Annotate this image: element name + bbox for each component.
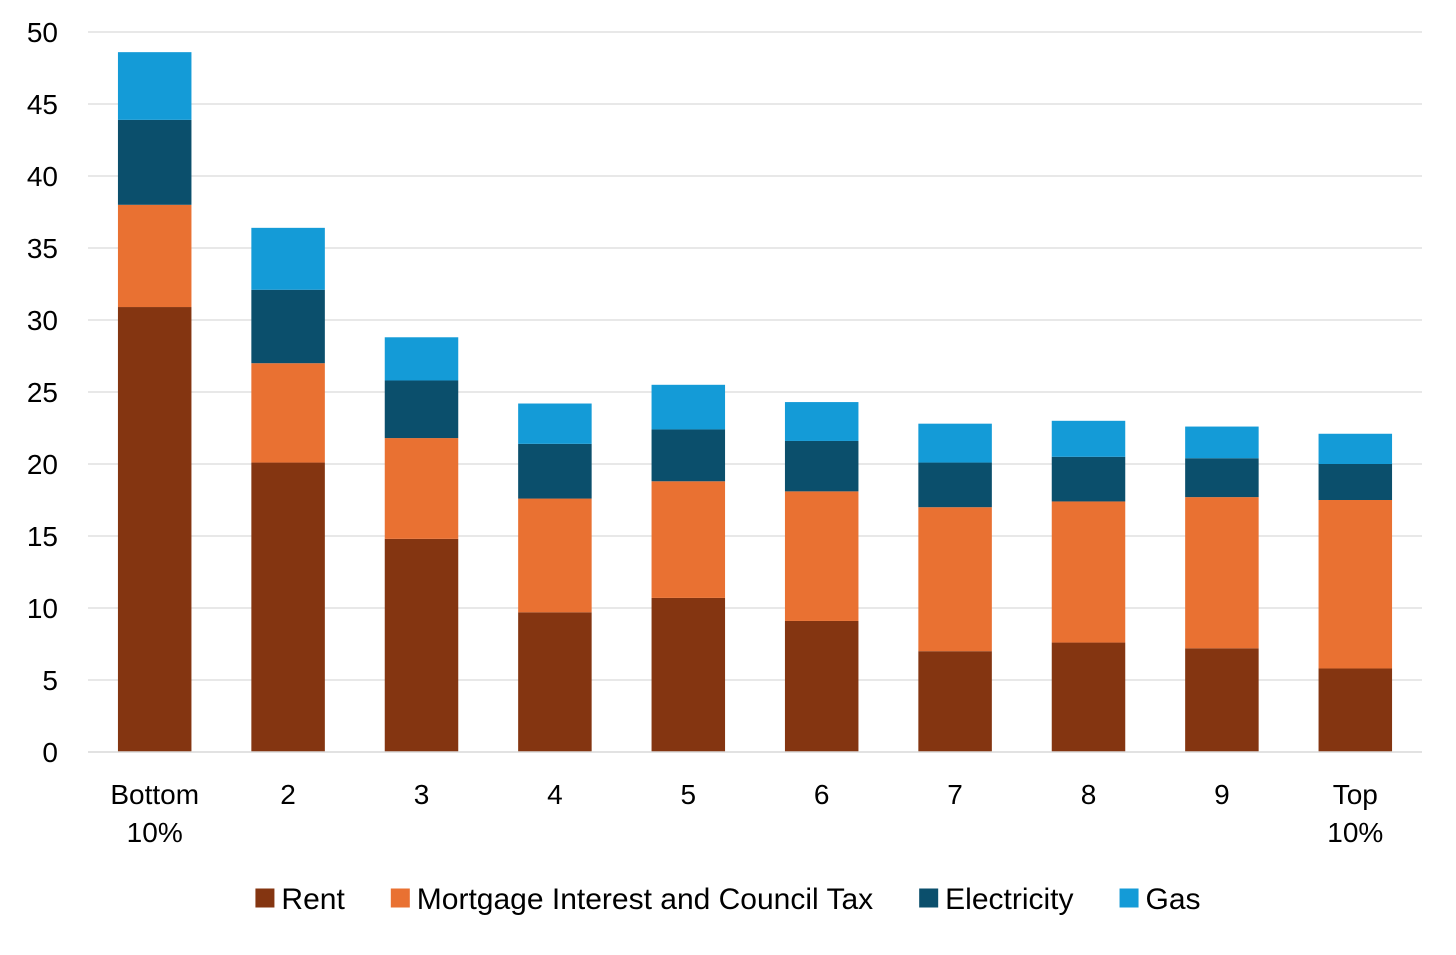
- bar-segment-electricity: [651, 429, 726, 482]
- bar-segment-mortgage-interest-and-council-tax: [251, 363, 325, 463]
- bar-segment-electricity: [251, 289, 325, 364]
- y-tick-label: 20: [27, 449, 58, 480]
- bar-segment-electricity: [518, 443, 592, 499]
- bar-segment-rent: [784, 620, 859, 752]
- x-tick-label: 9: [1214, 779, 1230, 810]
- bar-segment-rent: [918, 651, 992, 752]
- x-tick-label: Top 10%: [1327, 779, 1383, 848]
- bar-segment-rent: [1051, 642, 1126, 752]
- x-tick-label: 6: [814, 779, 830, 810]
- legend-swatch-mortgage-interest-and-council-tax: [390, 888, 410, 908]
- bar-segment-rent: [251, 462, 325, 752]
- bar-segment-rent: [117, 307, 192, 752]
- x-tick-label-line: 6: [814, 779, 830, 810]
- x-tick-label-line: 8: [1081, 779, 1097, 810]
- bar-segment-rent: [518, 612, 592, 752]
- y-tick-label: 15: [27, 521, 58, 552]
- x-tick-label-line: 9: [1214, 779, 1230, 810]
- legend: Rent Mortgage Interest and Council Tax Ele…: [255, 883, 1201, 916]
- bar-segment-gas: [1051, 420, 1126, 457]
- bar-segment-rent: [384, 538, 459, 752]
- y-tick-label: 45: [27, 89, 58, 120]
- x-tick-label: 4: [547, 779, 563, 810]
- bar-segment-electricity: [117, 119, 192, 205]
- x-tick-label-line: 3: [414, 779, 430, 810]
- bar-segment-mortgage-interest-and-council-tax: [1051, 501, 1126, 643]
- bar-segment-gas: [1318, 433, 1393, 464]
- x-tick-label: 8: [1081, 779, 1097, 810]
- x-tick-label: 3: [414, 779, 430, 810]
- bar-segment-gas: [651, 384, 726, 430]
- x-tick-label-line: Bottom: [110, 779, 199, 810]
- bar-segment-gas: [518, 403, 592, 444]
- bar-segment-rent: [651, 597, 726, 752]
- legend-label-mortgage-interest-and-council-tax: Mortgage Interest and Council Tax: [417, 883, 873, 916]
- legend-label-gas: Gas: [1146, 883, 1201, 916]
- bar-segment-electricity: [1051, 456, 1126, 502]
- bar-segment-mortgage-interest-and-council-tax: [651, 481, 726, 598]
- bar-segment-gas: [251, 227, 325, 290]
- y-tick-label: 10: [27, 593, 58, 624]
- x-tick-label: 5: [681, 779, 697, 810]
- bar-segment-mortgage-interest-and-council-tax: [117, 204, 192, 308]
- legend-label-rent: Rent: [281, 883, 345, 916]
- y-tick-label: 0: [42, 737, 58, 768]
- x-tick-label-line: 10%: [1327, 817, 1383, 848]
- bar-segment-mortgage-interest-and-council-tax: [384, 438, 459, 539]
- bars: [117, 52, 1393, 752]
- x-tick-label-line: 4: [547, 779, 563, 810]
- bar-segment-mortgage-interest-and-council-tax: [1318, 500, 1393, 669]
- bar-segment-mortgage-interest-and-council-tax: [784, 491, 859, 621]
- x-tick-label: 2: [280, 779, 296, 810]
- bar-segment-gas: [1185, 426, 1259, 459]
- y-tick-label: 50: [27, 17, 58, 48]
- bar-segment-mortgage-interest-and-council-tax: [518, 498, 592, 613]
- bar-segment-gas: [918, 423, 992, 463]
- bar-segment-gas: [784, 402, 859, 441]
- bar-segment-electricity: [784, 440, 859, 492]
- bar-segment-gas: [117, 52, 192, 120]
- x-tick-label-line: Top: [1333, 779, 1378, 810]
- legend-swatch-rent: [255, 888, 275, 908]
- bar-segment-gas: [384, 337, 459, 381]
- bar-segment-mortgage-interest-and-council-tax: [918, 507, 992, 652]
- x-tick-label-line: 5: [681, 779, 697, 810]
- y-tick-label: 35: [27, 233, 58, 264]
- x-tick-label-line: 7: [947, 779, 963, 810]
- bar-segment-electricity: [918, 462, 992, 508]
- y-tick-label: 40: [27, 161, 58, 192]
- bar-segment-electricity: [384, 380, 459, 439]
- bar-segment-electricity: [1185, 458, 1259, 498]
- x-tick-label-line: 2: [280, 779, 296, 810]
- legend-swatch-electricity: [919, 888, 939, 908]
- x-tick-label: 7: [947, 779, 963, 810]
- y-tick-label: 30: [27, 305, 58, 336]
- y-tick-label: 25: [27, 377, 58, 408]
- legend-label-electricity: Electricity: [945, 883, 1073, 916]
- y-tick-label: 5: [42, 665, 58, 696]
- bar-segment-electricity: [1318, 464, 1393, 500]
- legend-swatch-gas: [1119, 888, 1139, 908]
- bar-segment-rent: [1185, 648, 1259, 752]
- x-tick-label-line: 10%: [127, 817, 183, 848]
- bar-segment-mortgage-interest-and-council-tax: [1185, 497, 1259, 649]
- x-tick-label: Bottom 10%: [110, 779, 199, 848]
- bar-segment-rent: [1318, 668, 1393, 752]
